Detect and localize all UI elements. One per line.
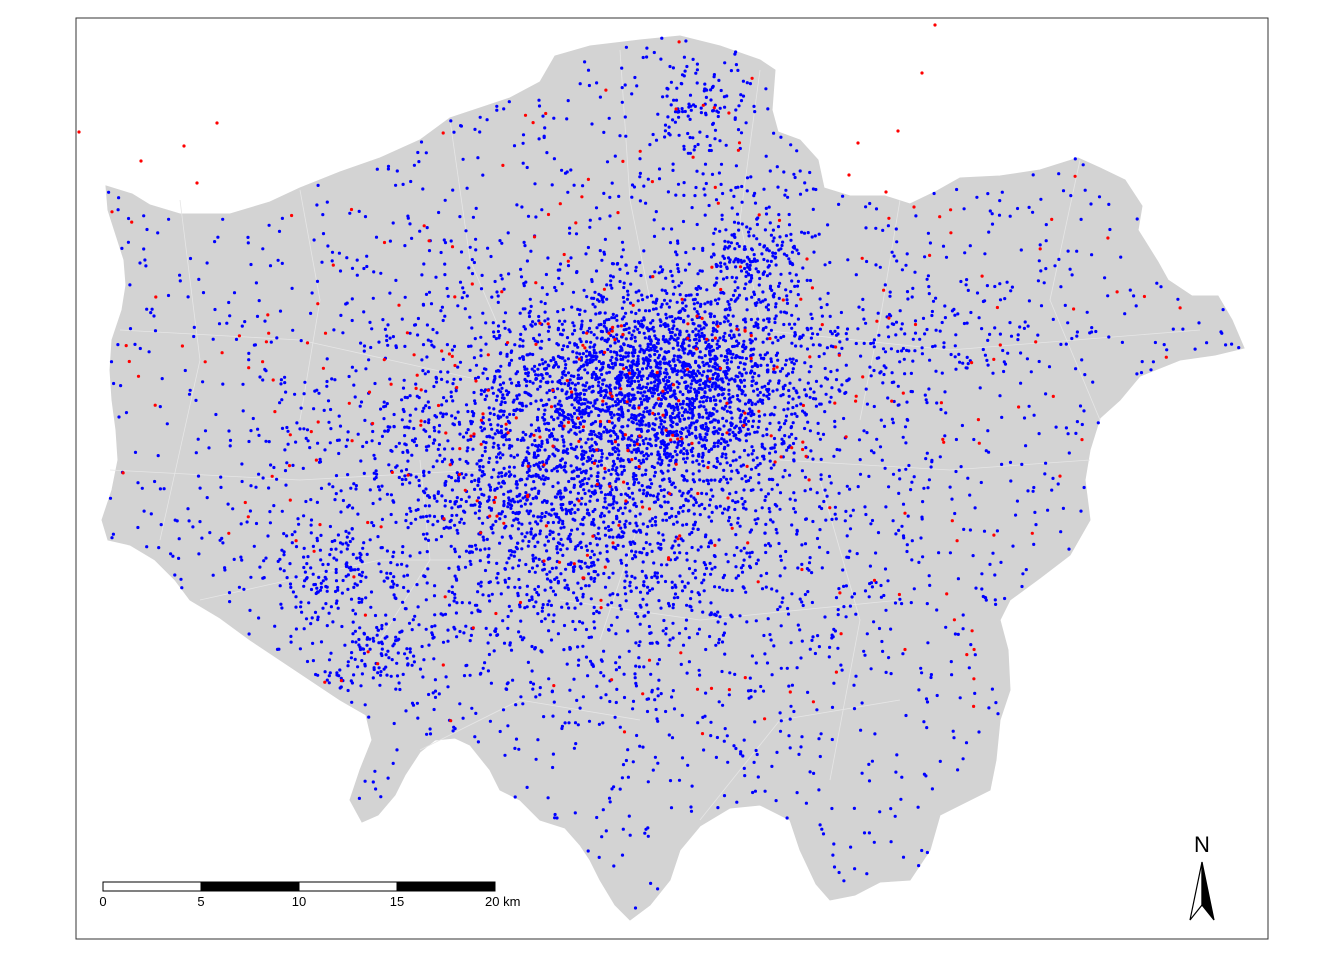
scale-tick-15: 15 bbox=[390, 894, 404, 909]
scale-segment-3 bbox=[298, 881, 398, 892]
north-arrow-right-icon bbox=[1201, 861, 1215, 921]
scale-tick-20: 20 km bbox=[485, 894, 520, 909]
scale-segment-1 bbox=[102, 881, 202, 892]
north-arrow: N bbox=[1189, 832, 1215, 921]
scale-tick-10: 10 bbox=[292, 894, 306, 909]
scale-bar: 0 5 10 15 20 km bbox=[99, 881, 520, 909]
greater-london-region bbox=[101, 35, 1245, 921]
scale-segment-4 bbox=[396, 881, 496, 892]
scale-tick-0: 0 bbox=[99, 894, 106, 909]
scale-segment-2 bbox=[200, 881, 300, 892]
point-layer-secondary bbox=[77, 23, 1182, 736]
scale-tick-5: 5 bbox=[197, 894, 204, 909]
north-label: N bbox=[1194, 832, 1210, 857]
point-layer-primary bbox=[107, 36, 1241, 910]
